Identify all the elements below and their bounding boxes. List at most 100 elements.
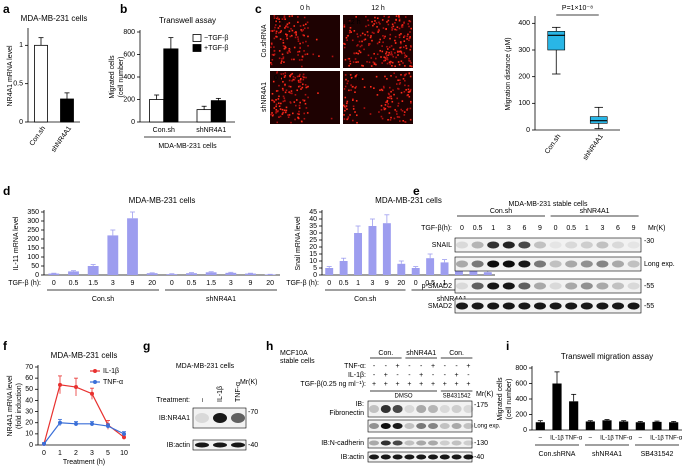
- cell: [301, 59, 303, 61]
- cell: [279, 31, 282, 34]
- cell: [356, 33, 359, 35]
- x-tick-label: Con.sh: [153, 127, 175, 134]
- y-tick-label: 200: [518, 74, 530, 81]
- cell: [271, 30, 274, 32]
- y-tick-label: 30: [309, 230, 317, 237]
- cell: [410, 102, 412, 104]
- bar: [245, 273, 256, 275]
- cell: [277, 110, 279, 112]
- cell: [294, 36, 297, 39]
- cell: [290, 73, 292, 76]
- cell: [353, 30, 356, 32]
- band: [518, 302, 531, 310]
- cell: [355, 74, 357, 77]
- cell: [331, 55, 334, 58]
- x-tick-label: 0.5: [187, 280, 197, 287]
- cell: [388, 106, 390, 108]
- cell: [275, 108, 278, 111]
- band: [439, 454, 450, 460]
- cell: [343, 24, 346, 26]
- cell: [302, 41, 304, 44]
- row-label: Long exp.: [474, 424, 501, 430]
- cell: [278, 32, 280, 34]
- cell: [357, 52, 360, 55]
- cell: [304, 102, 307, 105]
- cell: [301, 55, 304, 58]
- cell: [289, 102, 292, 104]
- cell: [273, 15, 276, 17]
- cell: [284, 91, 287, 94]
- cell: [299, 73, 301, 76]
- cell: [299, 81, 302, 84]
- cell: [356, 74, 358, 76]
- cell: [374, 16, 376, 19]
- cell: [288, 50, 290, 52]
- cell: [271, 53, 274, 56]
- cell: [385, 51, 388, 53]
- band: [518, 260, 531, 268]
- band: [627, 260, 640, 268]
- cell: [275, 110, 278, 113]
- cell: [344, 43, 346, 46]
- x-tick-label: 0: [414, 280, 418, 287]
- cell: [285, 89, 288, 92]
- row-label: IB:NR4A1: [159, 415, 190, 422]
- cell: [298, 113, 300, 116]
- error-bar: [38, 37, 44, 46]
- cell: [386, 45, 388, 48]
- cell: [343, 46, 346, 49]
- cell: [315, 38, 318, 41]
- cell: [280, 62, 282, 64]
- box: [589, 116, 608, 124]
- cell: [373, 63, 376, 65]
- point: [90, 391, 94, 396]
- cell: [404, 79, 406, 82]
- cell: [398, 36, 401, 39]
- cell: [284, 83, 286, 86]
- x-tick-label: shNR4A1: [582, 133, 605, 162]
- panel-label: b: [120, 2, 127, 16]
- cell: [409, 31, 411, 33]
- cell: [398, 50, 401, 53]
- y-tick-label: 5: [313, 265, 317, 272]
- y-tick-label: 0: [35, 272, 39, 279]
- cell: [277, 98, 280, 100]
- cell: [400, 51, 403, 53]
- cell: [296, 89, 299, 92]
- band: [404, 423, 415, 429]
- cell: [297, 116, 299, 119]
- cell: [286, 37, 289, 40]
- cell: [287, 114, 289, 116]
- bar: [569, 401, 579, 430]
- y-tick-label: 200: [123, 96, 135, 103]
- cell: [389, 53, 391, 56]
- cell: [373, 32, 375, 34]
- error-bar: [208, 271, 214, 273]
- cell: [352, 105, 355, 108]
- cell: [371, 20, 373, 23]
- y-tick-label: 200: [515, 411, 527, 418]
- y-tick-label: 20: [25, 420, 33, 427]
- cell: [280, 73, 282, 75]
- error-bar: [654, 420, 660, 422]
- treatment-label: TGF-β(0.25 ng ml⁻¹):: [300, 381, 366, 388]
- cell: [390, 51, 393, 53]
- cell: [292, 75, 295, 78]
- y-axis-label: Snail mRNA level: [295, 216, 302, 271]
- cell: [409, 88, 412, 91]
- cell: [358, 50, 361, 52]
- cell: [271, 99, 273, 102]
- cell: [382, 35, 384, 37]
- cell: [363, 107, 366, 109]
- x-tick-label: 0: [52, 280, 56, 287]
- cell: [344, 109, 346, 112]
- cell: [345, 105, 348, 107]
- cell: [394, 65, 396, 68]
- x-tick-label: 1: [443, 280, 447, 287]
- band: [487, 302, 500, 310]
- x-tick-label: IL-1β: [650, 436, 664, 442]
- group-label: Con.: [378, 350, 393, 357]
- cell: [289, 35, 292, 38]
- cell: [396, 97, 399, 100]
- cell: [363, 48, 365, 51]
